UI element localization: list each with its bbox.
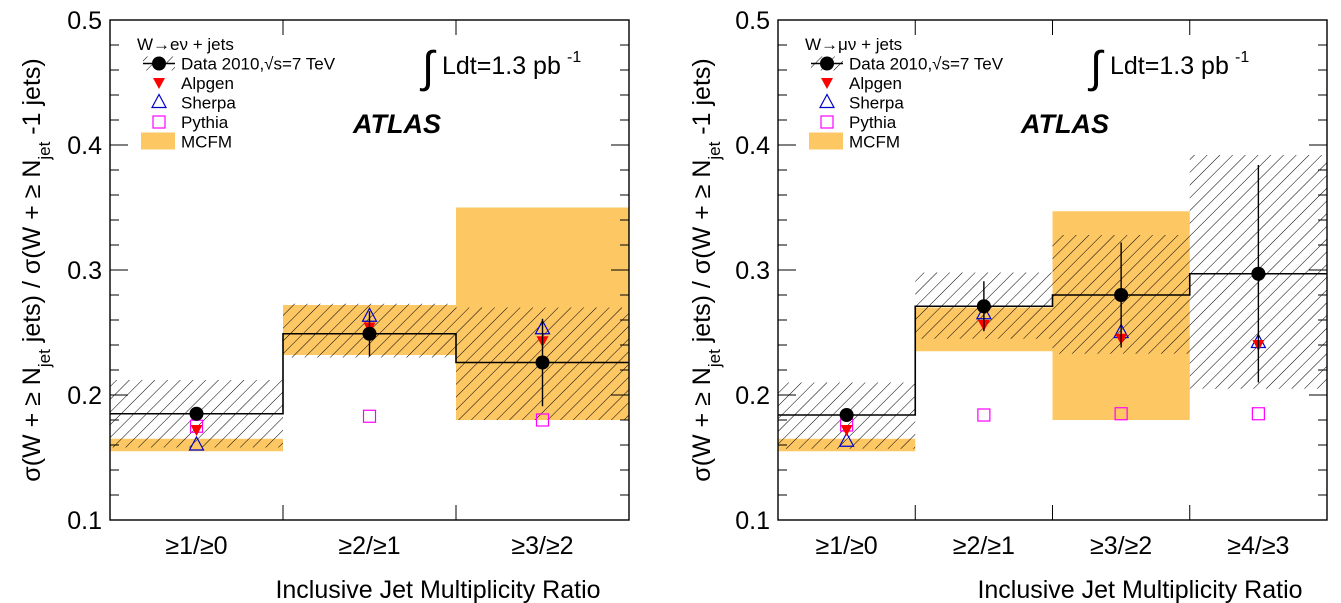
data-point — [1114, 288, 1129, 302]
y-tick-label: 0.4 — [67, 132, 102, 160]
sherpa-point — [188, 435, 205, 451]
integral-sign: ∫ — [1087, 43, 1105, 92]
data-point — [362, 326, 377, 341]
legend-label-data: Data 2010,√s=7 TeV — [849, 55, 1004, 74]
pythia-point — [1114, 407, 1128, 421]
experiment-label: ATLAS — [352, 109, 441, 139]
legend-alpgen-marker — [153, 78, 165, 89]
legend-label-mcfm: MCFM — [181, 133, 232, 152]
x-axis-label: Inclusive Jet Multiplicity Ratio — [275, 576, 600, 603]
legend-data-marker — [152, 56, 166, 71]
y-tick-label: 0.2 — [735, 382, 770, 410]
legend-label-pythia: Pythia — [849, 113, 897, 132]
x-tick-label: ≥2/≥1 — [338, 532, 400, 560]
data-point — [1251, 266, 1266, 281]
y-tick-label: 0.5 — [67, 7, 102, 35]
pythia-point — [535, 413, 550, 427]
lumi-exponent: -1 — [1235, 49, 1249, 66]
x-tick-label: ≥1/≥0 — [165, 532, 227, 560]
x-axis-label: Inclusive Jet Multiplicity Ratio — [977, 576, 1302, 603]
sherpa-point — [838, 431, 855, 447]
y-axis-label: σ(W + ≥ Njet jets) / σ(W + ≥ Njet -1 jet… — [18, 58, 54, 481]
legend-label-mcfm: MCFM — [849, 133, 900, 152]
legend-label-sherpa: Sherpa — [181, 94, 236, 113]
lumi-text: Ldt=1.3 pb — [442, 52, 561, 80]
legend-label-sherpa: Sherpa — [849, 94, 904, 113]
data-point — [976, 299, 991, 314]
pythia-point — [1251, 407, 1265, 421]
lumi-text: Ldt=1.3 pb — [1110, 52, 1229, 80]
legend-sherpa-marker — [818, 93, 836, 109]
x-tick-label: ≥3/≥2 — [511, 532, 573, 560]
data-point — [189, 406, 204, 421]
y-tick-label: 0.1 — [735, 507, 770, 535]
x-tick-label: ≥4/≥3 — [1227, 532, 1289, 560]
integral-sign: ∫ — [419, 43, 437, 92]
data-point — [535, 355, 550, 370]
y-tick-label: 0.5 — [735, 7, 770, 35]
legend-sherpa-marker — [150, 93, 168, 109]
legend-mcfm-swatch — [809, 132, 843, 150]
legend-pythia-marker — [820, 115, 834, 129]
y-tick-label: 0.4 — [735, 132, 770, 160]
pythia-point — [362, 409, 377, 423]
legend-mcfm-swatch — [141, 132, 175, 150]
y-axis-label: σ(W + ≥ Njet jets) / σ(W + ≥ Njet -1 jet… — [688, 58, 724, 481]
x-tick-label: ≥3/≥2 — [1090, 532, 1152, 560]
alpgen-point — [840, 425, 853, 436]
data-histogram-line — [778, 272, 1327, 416]
y-tick-label: 0.1 — [67, 507, 102, 535]
x-tick-label: ≥2/≥1 — [953, 532, 1015, 560]
legend-data-marker — [820, 56, 834, 71]
x-tick-label: ≥1/≥0 — [816, 532, 878, 560]
chart-panel-electron: 0.1 0.2 0.3 0.4 0.5 ≥1/≥0 ≥2/≥1 ≥3/≥2 Inclusive … — [18, 7, 630, 603]
legend-pythia-marker — [152, 115, 166, 129]
channel-label: W→eν + jets — [137, 35, 234, 54]
legend-label-alpgen: Alpgen — [849, 74, 902, 93]
chart-panel-muon: 0.1 0.2 0.3 0.4 0.5 ≥1/≥0 ≥2/≥1 ≥3/≥2 ≥4/≥3 Inclu… — [688, 7, 1328, 603]
channel-label: W→μν + jets — [805, 35, 902, 54]
legend-label-pythia: Pythia — [181, 113, 229, 132]
pythia-point — [977, 408, 991, 422]
y-tick-label: 0.3 — [67, 257, 102, 285]
legend-alpgen-marker — [821, 78, 833, 89]
y-tick-label: 0.3 — [735, 257, 770, 285]
y-tick-label: 0.2 — [67, 382, 102, 410]
legend-label-alpgen: Alpgen — [181, 74, 234, 93]
lumi-exponent: -1 — [567, 49, 581, 66]
data-point — [839, 408, 854, 422]
experiment-label: ATLAS — [1020, 109, 1109, 139]
legend-label-data: Data 2010,√s=7 TeV — [181, 55, 336, 74]
alpgen-point — [190, 425, 203, 436]
